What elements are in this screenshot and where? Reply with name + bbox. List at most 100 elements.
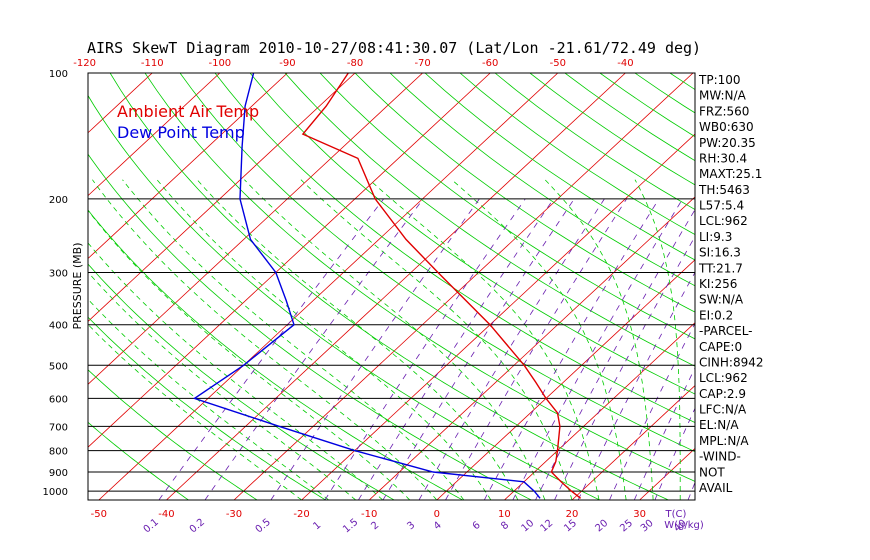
dry-adiabat-line: [88, 263, 395, 500]
mixing-ratio-line: [270, 198, 480, 500]
mixing-ratio-line: [418, 198, 605, 500]
stat-item: CAP:2.9: [699, 387, 746, 401]
top-temp-tick-label: -60: [482, 58, 498, 69]
top-temp-tick-label: -70: [414, 58, 430, 69]
mixing-ratio-line: [554, 235, 695, 500]
top-temp-tick-label: -40: [617, 58, 633, 69]
mixing-ratio-tick-label: 1.5: [341, 517, 360, 536]
legend: Ambient Air Temp Dew Point Temp: [117, 102, 259, 142]
mixing-ratio-tick-label: 25: [618, 518, 635, 535]
moist-adiabat-line: [88, 209, 411, 500]
moist-adiabat-line: [92, 179, 438, 500]
isotherm-line: [842, 73, 870, 500]
dew-point-line: [192, 73, 541, 499]
dry-adiabat-line: [214, 73, 695, 423]
mixing-ratio-line: [324, 198, 526, 500]
top-temp-tick-label: -120: [73, 58, 96, 69]
stat-item: NOT: [699, 465, 725, 479]
dry-adiabat-line: [88, 209, 463, 500]
moist-adiabat-line: [196, 179, 519, 500]
dry-adiabat-line: [88, 153, 532, 500]
bottom-temp-unit: T(C): [665, 509, 687, 520]
legend-ambient-air-temp: Ambient Air Temp: [117, 102, 259, 121]
pressure-tick-label: 500: [49, 361, 68, 372]
stat-item: EI:0.2: [699, 308, 733, 322]
stat-item: AVAIL: [699, 481, 733, 495]
isotherm-line: [88, 73, 356, 322]
grid-lines: [0, 73, 870, 500]
stat-item: TP:100: [698, 73, 741, 87]
mixing-ratio-line: [633, 367, 695, 500]
bottom-temp-tick-label: 30: [633, 509, 646, 520]
dry-adiabat-line: [88, 369, 258, 500]
stat-item: SW:N/A: [699, 293, 744, 307]
isotherm-line: [504, 322, 695, 500]
isotherm-line: [0, 73, 17, 500]
pressure-tick-label: 600: [49, 394, 68, 405]
stat-item: SI:16.3: [699, 246, 741, 260]
isotherm-line: [233, 73, 694, 500]
dry-adiabat-line: [144, 73, 695, 482]
mixing-ratio-unit: W(g/kg): [664, 520, 704, 531]
top-temp-tick-label: -50: [550, 58, 566, 69]
dry-adiabat-line: [494, 73, 695, 210]
moist-adiabat-line: [369, 179, 600, 500]
top-temp-tick-label: -100: [208, 58, 231, 69]
stat-item: MPL:N/A: [699, 434, 749, 448]
dry-adiabat-line: [88, 316, 326, 500]
profile-lines: [192, 73, 582, 499]
stat-item: TT:21.7: [698, 261, 743, 275]
mixing-ratio-line: [512, 198, 683, 500]
mixing-ratio-tick-label: 3: [405, 520, 417, 533]
dry-adiabat-line: [459, 73, 695, 236]
isotherm-line: [88, 73, 423, 385]
mixing-ratio-line: [204, 198, 424, 500]
top-temp-tick-label: -80: [347, 58, 363, 69]
moist-adiabat-line: [122, 179, 465, 500]
ambient-temp-line: [301, 73, 582, 499]
bottom-temp-tick-label: -50: [91, 509, 107, 520]
dry-adiabat-line: [284, 73, 695, 367]
isotherm-line: [88, 73, 288, 260]
stat-item: L57:5.4: [699, 199, 744, 213]
mixing-ratio-tick-label: 0.5: [254, 517, 273, 536]
isotherm-line: [166, 73, 626, 500]
dry-adiabat-line: [179, 73, 695, 453]
moist-adiabat-line: [300, 179, 573, 500]
dry-adiabat-line: [354, 73, 695, 313]
stat-item: FRZ:560: [699, 104, 749, 118]
bottom-temp-tick-label: -40: [158, 509, 174, 520]
stat-item: TH:5463: [698, 183, 750, 197]
isotherm-line: [301, 133, 695, 500]
mixing-ratio-tick-label: 20: [593, 518, 610, 535]
dry-adiabat-line: [249, 73, 695, 395]
pressure-tick-label: 900: [49, 468, 68, 479]
isotherm-line: [571, 385, 695, 500]
bottom-temp-tick-label: -30: [226, 509, 242, 520]
mixing-ratio-line: [158, 198, 384, 500]
isotherm-line: [775, 73, 870, 500]
stat-item: RH:30.4: [699, 151, 747, 165]
dry-adiabat-line: [389, 73, 695, 287]
isotherm-line: [88, 73, 221, 197]
stat-item: KI:256: [699, 277, 737, 291]
stat-item: PW:20.35: [699, 136, 756, 150]
mixing-ratio-tick-label: 15: [562, 518, 579, 535]
moist-adiabat-line: [244, 179, 546, 500]
plot-frame: [87, 72, 696, 501]
bottom-temp-tick-label: 10: [498, 509, 511, 520]
stat-item: LI:9.3: [699, 230, 732, 244]
moist-adiabat-line: [156, 179, 492, 500]
stat-item: -PARCEL-: [699, 324, 753, 338]
dry-adiabat-line: [88, 421, 189, 500]
dry-adiabat-line: [424, 73, 695, 261]
legend-dew-point-temp: Dew Point Temp: [117, 123, 245, 142]
pressure-tick-label: 700: [49, 422, 68, 433]
mixing-ratio-tick-label: 2: [369, 520, 381, 533]
mixing-ratio-tick-label: 30: [639, 518, 656, 535]
dry-adiabat-line: [319, 73, 695, 340]
stat-item: -WIND-: [699, 450, 741, 464]
pressure-tick-label: 300: [49, 269, 68, 280]
bottom-temp-tick-label: 0: [434, 509, 440, 520]
